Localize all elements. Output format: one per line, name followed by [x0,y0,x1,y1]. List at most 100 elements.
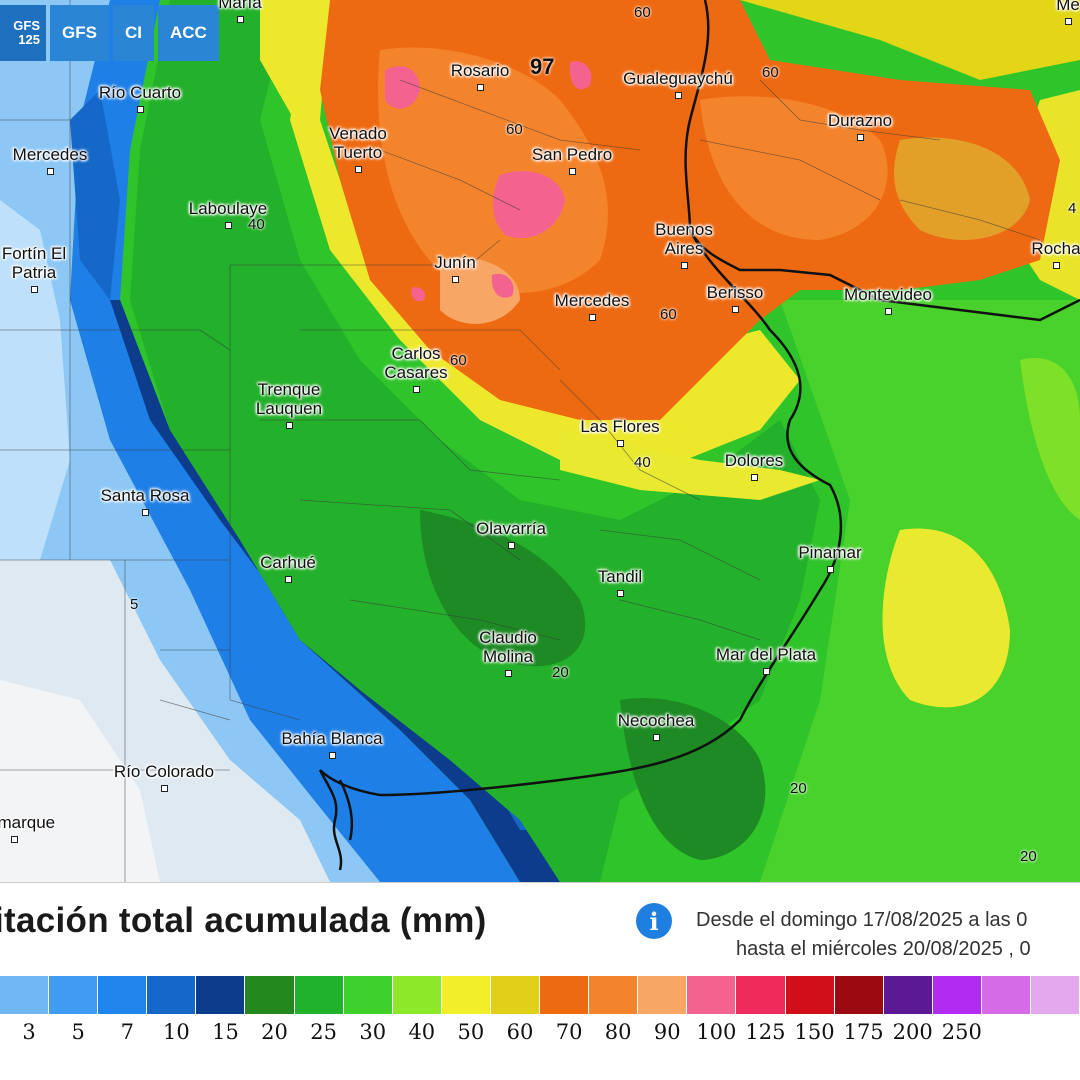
scale-swatch [736,976,786,1014]
scale-tick-label: 7 [120,1020,134,1044]
scale-tick-label: 5 [71,1020,85,1044]
city-label: Pinamar [798,543,862,562]
scale-swatch [392,976,442,1014]
city-marker [237,16,244,23]
contour-label: 60 [660,306,677,323]
city-marker [653,734,660,741]
scale-tick-label: 250 [941,1020,982,1044]
city-label: Bahía Blanca [281,729,383,748]
city-label: Carhué [260,553,316,572]
scale-tick-label: 3 [22,1020,36,1044]
scale-tick-label: 20 [261,1020,288,1044]
city-marker [47,168,54,175]
city-label: María [218,0,262,12]
city-marker [589,314,596,321]
city-marker [31,286,38,293]
scale-swatch [0,976,50,1014]
color-scale-labels: 3 5 7 10 15 20 25 30 40 50 60 70 80 90 100 125 150 175 200… [0,1020,1080,1060]
scale-tick-label: 175 [843,1020,884,1044]
city-marker [675,92,682,99]
contour-label: 60 [634,4,651,21]
city-label: Claudio Molina [479,628,537,666]
max-precip-value: 97 [530,54,555,79]
city-label: Rocha [1031,239,1080,258]
contour-label: 60 [450,352,467,369]
city-label: Mercedes [12,145,88,164]
scale-tick-label: 50 [457,1020,485,1044]
city-label: Pinmarque [0,813,56,832]
city-label: Buenos Aires [655,220,713,258]
contour-label: 5 [130,596,139,613]
city-marker [285,576,292,583]
city-marker [617,590,624,597]
info-icon[interactable]: i [636,903,672,939]
city-label: Laboulaye [188,199,268,218]
city-label: Trenque Lauquen [255,380,323,418]
city-label: Montevideo [844,285,932,304]
city-label: Necochea [617,711,695,730]
scale-tick-label: 70 [555,1020,583,1044]
scale-swatch [147,976,197,1014]
city-label: Durazno [827,111,893,130]
scale-tick-label: 15 [212,1020,239,1044]
tab-gfs-125-resolution: 125 [18,32,40,47]
scale-swatch [245,976,295,1014]
city-label: Olavarría [476,519,546,538]
city-marker [617,440,624,447]
city-marker [569,168,576,175]
city-label: Santa Rosa [100,486,190,505]
scale-swatch [687,976,737,1014]
city-marker [751,474,758,481]
city-marker [142,509,149,516]
scale-tick-label: 100 [696,1020,737,1044]
city-label: Fortín El Patria [1,244,67,282]
city-marker [452,276,459,283]
city-label: Río Cuarto [98,83,182,102]
scale-swatch [441,976,491,1014]
contour-label: 60 [506,121,523,138]
contour-label: 40 [248,216,265,233]
tab-gfs-125[interactable]: GFS 125 [0,5,46,61]
precipitation-map[interactable]: GFS 125 GFS CI ACC María Rosario Gualeguay… [0,0,1080,882]
scale-swatch [834,976,884,1014]
city-label: Venado Tuerto [329,124,387,162]
tab-gfs-125-label: GFS [13,18,40,33]
scale-swatch [981,976,1031,1014]
city-label: Dolores [724,451,784,470]
scale-tick-label: 150 [794,1020,835,1044]
city-marker [11,836,18,843]
city-label: Carlos Casares [384,344,448,382]
city-label: Me [1056,0,1080,14]
tab-ci[interactable]: CI [112,5,154,61]
city-label: Rosario [450,61,510,80]
city-marker [827,566,834,573]
legend-header: itación total acumulada (mm) i Desde el … [0,882,1080,977]
color-scale-bar [0,976,1080,1014]
city-label: San Pedro [531,145,613,164]
period-start-text: Desde el domingo 17/08/2025 a las 0 [696,909,1028,931]
scale-swatch [932,976,982,1014]
city-label: Las Flores [580,417,660,436]
scale-tick-label: 125 [745,1020,786,1044]
contour-label: 40 [634,454,651,471]
city-marker [732,306,739,313]
scale-swatch [883,976,933,1014]
scale-swatch [785,976,835,1014]
tab-acc[interactable]: ACC [157,5,219,61]
scale-swatch [196,976,246,1014]
scale-tick-label: 200 [892,1020,933,1044]
city-marker [137,106,144,113]
tab-gfs[interactable]: GFS [50,5,109,61]
scale-swatch [343,976,393,1014]
city-marker [477,84,484,91]
scale-tick-label: 60 [506,1020,534,1044]
city-marker [1053,262,1060,269]
city-label: Mercedes [554,291,630,310]
city-marker [681,262,688,269]
map-canvas [0,0,1080,882]
map-title: itación total acumulada (mm) [0,901,487,940]
scale-swatch [490,976,541,1014]
city-marker [161,785,168,792]
scale-swatch [589,976,639,1014]
city-label: Tandil [597,567,643,586]
